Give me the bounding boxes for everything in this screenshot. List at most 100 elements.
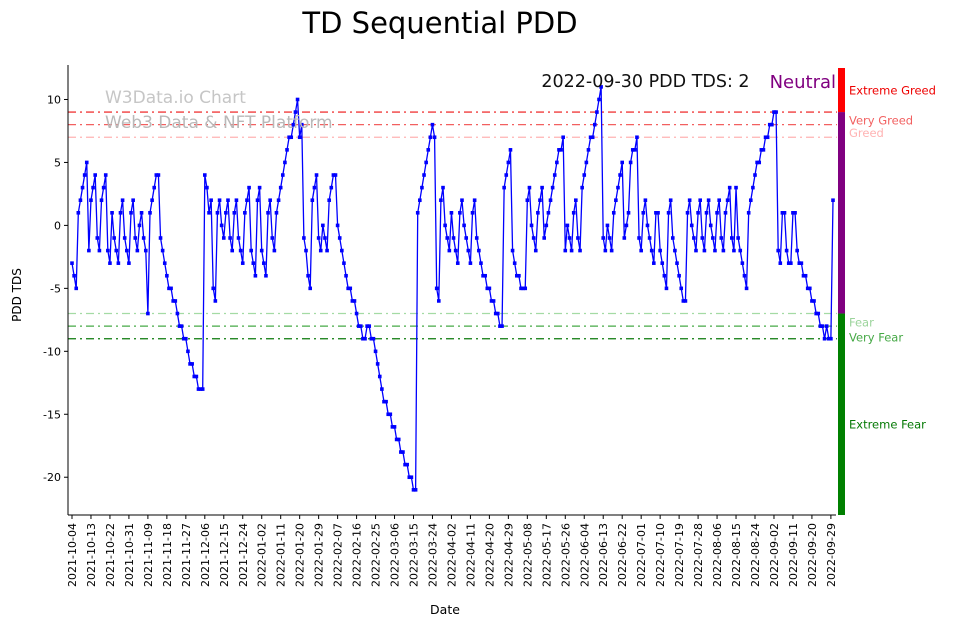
threshold-label-extreme-greed: Extreme Greed — [849, 84, 936, 98]
data-point — [240, 261, 245, 265]
x-tick-label: 2021-10-04 — [66, 523, 79, 587]
y-tick-label: -20 — [43, 471, 61, 484]
x-tick-labels: 2021-10-04 2021-10-13 2021-10-22 2021-10-31… — [66, 515, 838, 587]
data-point — [247, 185, 251, 190]
data-point — [453, 248, 458, 253]
data-point — [272, 248, 277, 253]
data-point — [656, 211, 660, 215]
data-point — [820, 324, 825, 328]
data-point — [793, 211, 797, 215]
data-point — [544, 223, 549, 228]
data-point — [82, 173, 87, 177]
data-point — [234, 198, 239, 203]
data-point — [428, 135, 433, 140]
data-point — [118, 211, 123, 215]
data-point — [668, 198, 673, 203]
latest-reading-text: 2022-09-30 PDD TDS: 2 — [541, 72, 750, 92]
data-point — [784, 248, 789, 253]
x-tick-label: 2022-06-22 — [616, 523, 629, 587]
data-point — [236, 236, 241, 240]
data-point — [215, 211, 220, 215]
x-tick-label: 2022-09-29 — [825, 523, 838, 587]
data-point — [190, 362, 194, 366]
data-point — [533, 248, 538, 253]
data-point — [666, 211, 671, 215]
data-point — [584, 160, 589, 165]
data-point — [571, 211, 576, 215]
y-tick-label: -15 — [43, 408, 61, 421]
data-point — [694, 248, 698, 253]
data-point — [154, 173, 159, 177]
data-point — [660, 261, 665, 265]
data-point — [171, 299, 175, 303]
data-point — [696, 211, 700, 215]
data-point — [540, 185, 544, 190]
x-tick-label: 2022-03-06 — [389, 523, 402, 587]
data-point — [818, 324, 823, 328]
x-tick-label: 2022-06-04 — [578, 523, 591, 587]
data-point — [441, 185, 445, 190]
y-tick-label: -5 — [50, 282, 61, 295]
data-point — [711, 236, 715, 240]
data-point — [664, 286, 669, 291]
data-point — [304, 248, 308, 253]
data-point — [767, 122, 772, 127]
x-tick-label: 2022-01-29 — [313, 523, 326, 587]
data-point — [346, 286, 350, 291]
data-point — [626, 211, 631, 215]
data-point — [770, 122, 774, 127]
data-point — [262, 261, 266, 265]
data-point — [527, 185, 532, 190]
data-point — [373, 349, 378, 354]
data-point — [479, 261, 483, 265]
data-point — [411, 488, 416, 492]
data-point — [148, 211, 152, 215]
data-point — [87, 248, 91, 253]
data-point — [761, 148, 766, 152]
data-point — [831, 198, 835, 203]
data-point — [293, 110, 298, 114]
data-point — [521, 286, 525, 291]
sentiment-bar-segment — [838, 112, 845, 314]
data-point — [730, 236, 734, 240]
data-point — [390, 425, 395, 429]
sentiment-bar — [838, 68, 845, 515]
data-point — [89, 198, 93, 203]
data-point — [489, 299, 494, 303]
data-point — [538, 198, 542, 203]
data-point — [382, 399, 386, 404]
data-point — [563, 248, 568, 253]
x-tick-label: 2022-05-26 — [559, 523, 572, 587]
data-point — [449, 211, 454, 215]
data-point — [422, 173, 426, 177]
data-point — [129, 211, 133, 215]
y-tick-labels: 10 5 0 -5 -10 -15 -20 — [43, 93, 68, 484]
data-point — [396, 437, 401, 442]
threshold-label-extreme-fear: Extreme Fear — [849, 417, 926, 431]
data-point — [367, 324, 372, 328]
data-point — [230, 248, 235, 253]
data-point — [108, 261, 112, 265]
x-tick-label: 2022-07-28 — [692, 523, 705, 587]
x-tick-label: 2021-11-18 — [161, 523, 174, 587]
data-point — [816, 311, 821, 316]
data-point — [778, 261, 783, 265]
data-point — [103, 173, 108, 177]
data-point — [321, 223, 325, 228]
x-tick-label: 2021-11-27 — [180, 523, 193, 587]
data-point — [318, 248, 323, 253]
data-point — [316, 236, 321, 240]
data-point — [744, 286, 749, 291]
data-point — [590, 135, 595, 140]
data-point — [698, 198, 702, 203]
data-point — [165, 273, 169, 278]
x-tick-label: 2022-02-07 — [332, 523, 345, 587]
y-tick-label: -10 — [43, 345, 61, 358]
data-point — [281, 173, 285, 177]
data-point — [312, 185, 317, 190]
data-point — [377, 374, 382, 379]
y-axis-label: PDD TDS — [10, 268, 24, 322]
data-point — [426, 148, 431, 152]
data-point — [643, 198, 648, 203]
data-point — [611, 211, 616, 215]
